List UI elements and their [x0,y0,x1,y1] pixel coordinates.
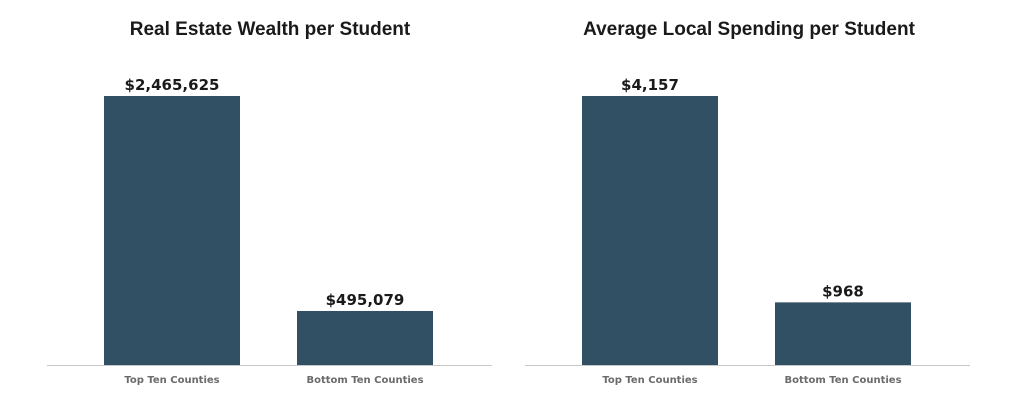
data-label-bottom-ten-counties: $495,079 [326,291,405,309]
x-tick-label-bottom-ten-counties: Bottom Ten Counties [306,375,423,386]
chart-title: Real Estate Wealth per Student [130,19,411,40]
x-tick-label-top-ten-counties: Top Ten Counties [602,375,697,386]
real-estate-wealth-chart: Real Estate Wealth per Student $2,465,62… [47,19,492,386]
x-tick-label-bottom-ten-counties: Bottom Ten Counties [784,375,901,386]
data-label-bottom-ten-counties: $968 [822,282,864,300]
data-label-top-ten-counties: $4,157 [621,76,679,94]
local-spending-chart: Average Local Spending per Student $4,15… [525,19,970,386]
bar-bottom-ten-counties [775,302,911,365]
bar-top-ten-counties [582,96,718,365]
data-label-top-ten-counties: $2,465,625 [125,76,220,94]
chart-title: Average Local Spending per Student [583,19,916,40]
bar-top-ten-counties [104,96,240,365]
bar-bottom-ten-counties [297,310,433,365]
x-tick-label-top-ten-counties: Top Ten Counties [124,375,219,386]
